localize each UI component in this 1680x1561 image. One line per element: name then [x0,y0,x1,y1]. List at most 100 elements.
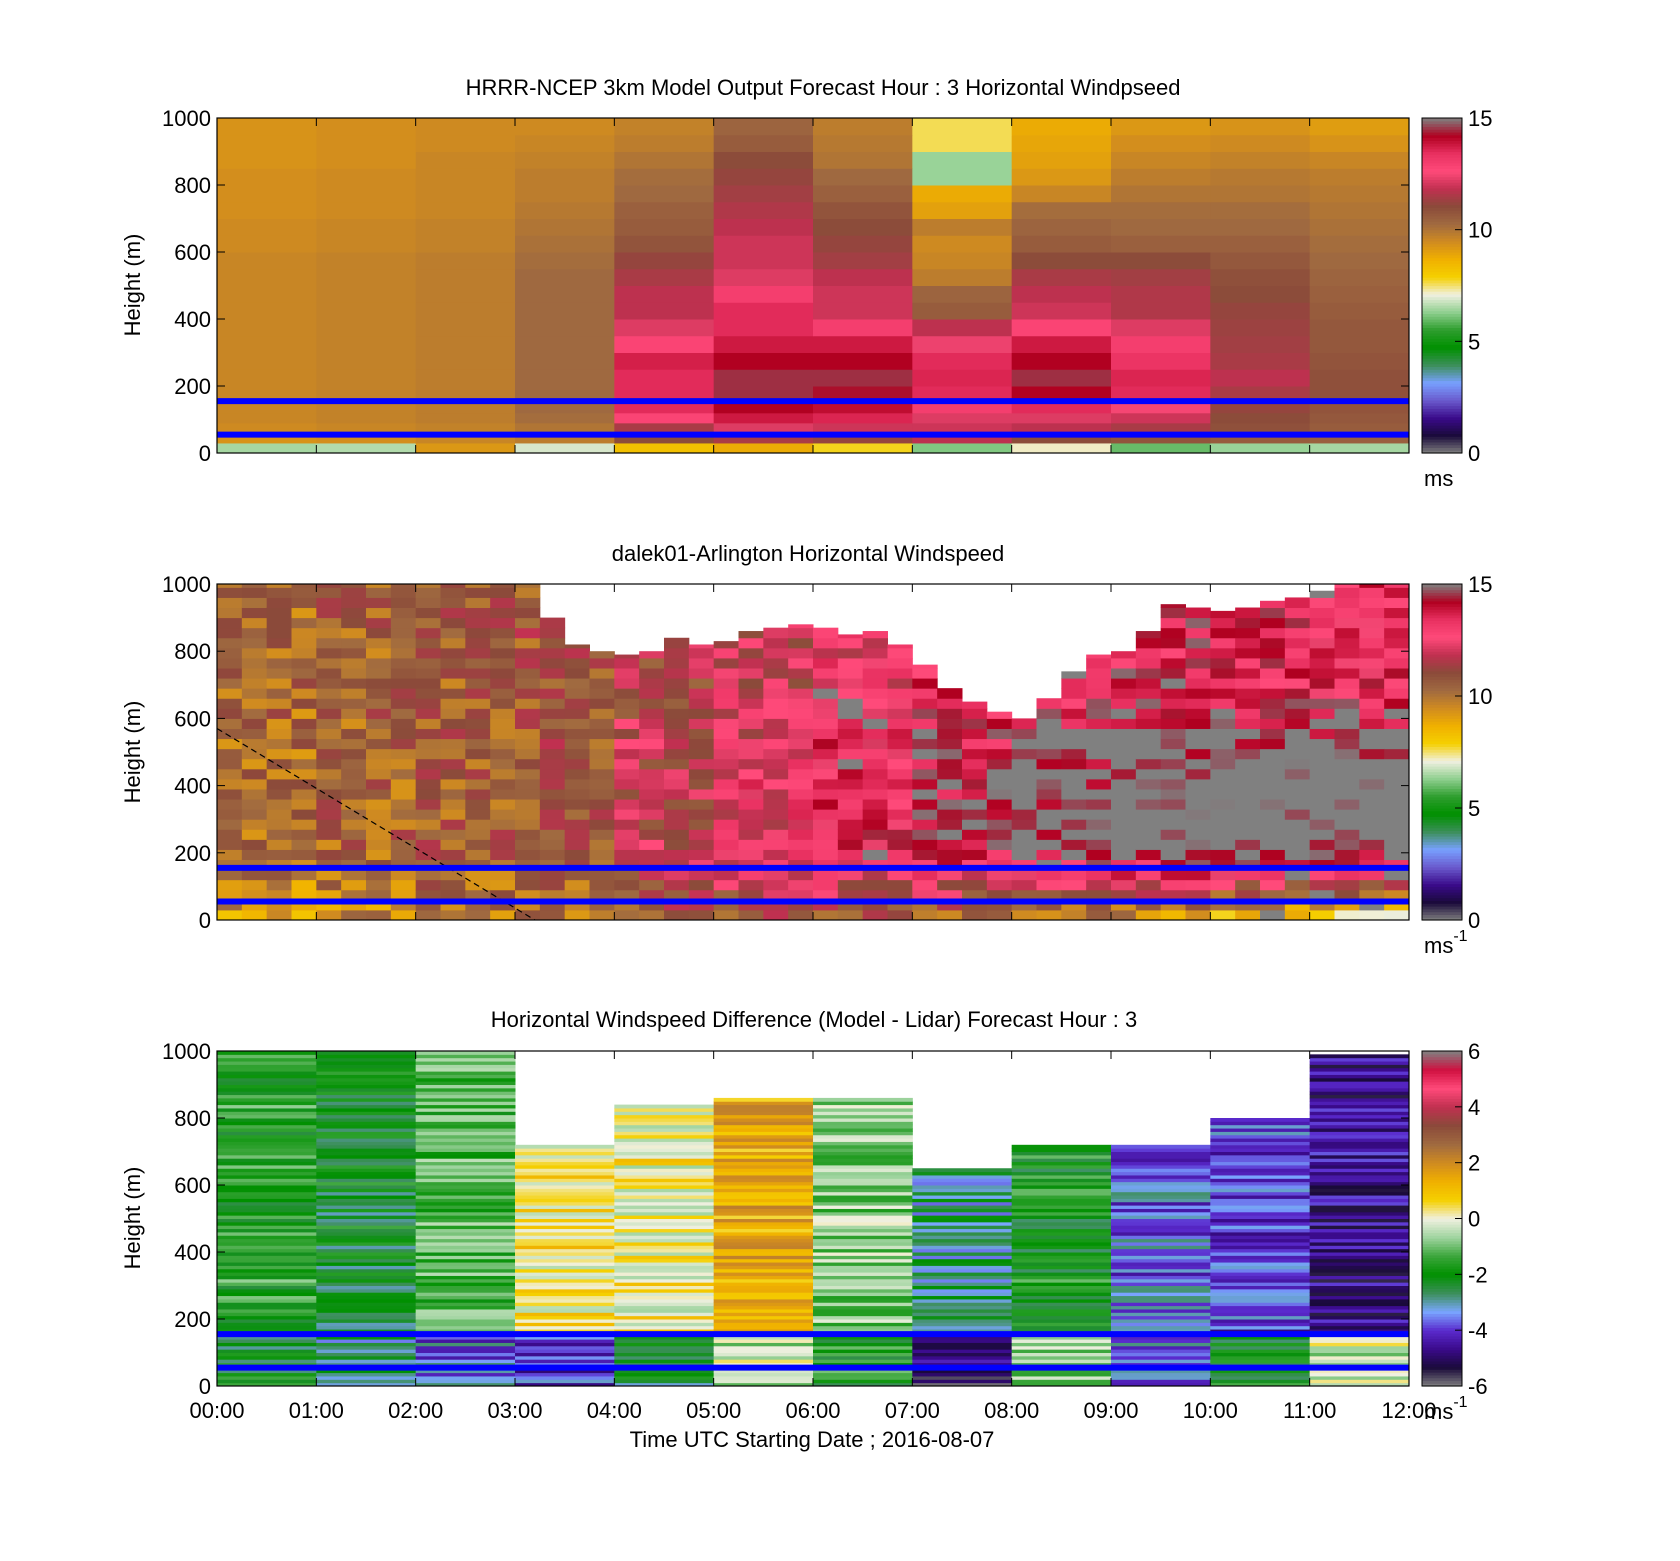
heatmap-cell [1210,889,1236,901]
heatmap-cell [1135,637,1162,649]
heatmap-cell [713,201,814,219]
heatmap-cell [1011,1295,1112,1300]
heatmap-cell [415,1369,516,1374]
heatmap-cell [515,1215,615,1219]
heatmap-cell [341,909,367,921]
heatmap-cell [1309,1148,1410,1152]
heatmap-cell [912,1255,1013,1260]
heatmap-cell [614,168,715,186]
heatmap-cell [1210,1171,1311,1176]
heatmap-cell [1309,151,1410,169]
heatmap-cell [415,899,441,911]
heatmap-cell [813,369,913,387]
heatmap-cell [217,899,243,911]
heatmap-cell [912,1211,1013,1216]
heatmap-cell [1011,1241,1112,1246]
colorbar-swatch [1422,330,1462,334]
heatmap-cell [912,1171,1013,1176]
heatmap-cell [713,1359,814,1364]
colorbar-swatch [1422,444,1462,449]
heatmap-cell [217,647,243,659]
heatmap-cell [1210,1282,1311,1286]
heatmap-cell [564,849,590,861]
colorbar-swatch [1422,1084,1462,1088]
heatmap-cell [837,758,864,770]
heatmap-cell [515,788,541,800]
heatmap-cell [912,1218,1013,1223]
heatmap-cell [813,1128,913,1132]
heatmap-cell [1260,678,1286,689]
heatmap-cell [813,1288,913,1293]
heatmap-cell [912,352,1013,370]
colorbar-swatch [1422,1064,1462,1069]
heatmap-cell [813,1275,913,1280]
heatmap-cell [1210,1185,1311,1189]
heatmap-cell [962,859,988,871]
heatmap-cell [1309,268,1410,286]
heatmap-cell [316,1312,417,1317]
heatmap-cell [217,268,317,286]
heatmap-cell [539,799,566,810]
colorbar-swatch [1422,880,1462,885]
heatmap-cell [217,1087,317,1092]
heatmap-cell [788,879,814,891]
heatmap-cell [316,1158,417,1163]
heatmap-cell [912,335,1013,353]
heatmap-cell [1011,768,1037,780]
heatmap-cell [1309,1352,1410,1357]
heatmap-cell [1011,1268,1112,1273]
heatmap-cell [589,657,615,669]
heatmap-cell [1011,1342,1112,1347]
heatmap-cell [1309,1064,1410,1069]
heatmap-cell [614,889,640,901]
heatmap-cell [1210,1211,1311,1216]
heatmap-cell [1309,1158,1410,1163]
heatmap-cell [241,738,268,750]
heatmap-cell [664,758,690,770]
colorbar-tick-label: 5 [1468,329,1480,354]
heatmap-cell [1061,678,1087,689]
heatmap-cell [490,758,516,770]
colorbar-swatch [1422,866,1462,871]
heatmap-cell [713,1228,814,1233]
heatmap-cell [664,657,690,669]
heatmap-cell [713,1302,814,1307]
heatmap-cell [813,859,839,871]
heatmap-cell [912,1181,1013,1186]
heatmap-cell [614,412,715,424]
colorbar-swatch [1422,391,1462,395]
colorbar-tick-label: -2 [1468,1262,1488,1287]
heatmap-cell [465,788,491,800]
heatmap-cell [415,1262,516,1266]
heatmap-cell [564,799,590,810]
heatmap-cell [688,859,715,871]
heatmap-cell [1185,839,1211,850]
heatmap-cell [688,788,715,800]
heatmap-cell [241,799,268,810]
heatmap-cell [1309,1114,1410,1119]
heatmap-cell [291,809,317,820]
heatmap-cell [217,1148,317,1152]
colorbar-swatch [1422,1154,1462,1158]
heatmap-cell [1284,607,1311,619]
heatmap-cell [1359,859,1385,871]
heatmap-cell [217,889,243,901]
colorbar-swatch [1422,712,1462,717]
heatmap-cell [440,718,466,729]
heatmap-cell [515,1238,615,1243]
heatmap-cell [415,302,516,320]
colorbar-swatch [1422,788,1462,792]
colorbar-swatch [1422,377,1462,382]
heatmap-cell [1384,889,1410,901]
colorbar-swatch [1422,299,1462,303]
heatmap-cell [515,1255,615,1260]
heatmap-cell [614,657,640,669]
heatmap-cell [390,668,417,679]
heatmap-cell [639,678,665,689]
heatmap-cell [713,1151,814,1156]
heatmap-cell [813,637,839,649]
colorbar-swatch [1422,1352,1462,1356]
heatmap-cell [1210,1118,1311,1122]
heatmap-cell [539,869,566,881]
heatmap-cell [713,1111,814,1116]
